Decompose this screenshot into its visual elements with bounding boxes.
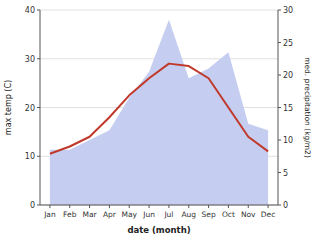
x-tick <box>208 205 209 208</box>
x-tick-label: Oct <box>222 210 235 219</box>
y2-tick <box>278 107 281 108</box>
x-tick <box>109 205 110 208</box>
x-tick-label: Nov <box>241 210 256 219</box>
y-tick <box>37 10 40 11</box>
y2-tick-label: 0 <box>283 201 288 210</box>
y-tick-label: 10 <box>25 152 35 161</box>
grid-line <box>40 205 278 206</box>
chart: 0 10 20 30 40 0 5 10 15 20 25 30 Jan Feb Mar Apr May Jun J… <box>0 0 318 247</box>
x-tick <box>89 205 90 208</box>
x-tick <box>268 205 269 208</box>
y-tick <box>37 58 40 59</box>
x-tick-label: Apr <box>103 210 117 219</box>
temp-line <box>50 64 268 154</box>
x-tick-label: May <box>121 210 137 219</box>
y2-tick <box>278 205 281 206</box>
x-tick-label: Dec <box>261 210 276 219</box>
x-tick <box>129 205 130 208</box>
y2-tick <box>278 42 281 43</box>
y2-tick-label: 10 <box>283 136 293 145</box>
x-axis-label: date (month) <box>127 225 190 235</box>
x-tick-label: Aug <box>181 210 196 219</box>
x-tick-label: Jun <box>142 210 155 219</box>
y2-tick-label: 15 <box>283 104 293 113</box>
precip-area <box>50 20 268 205</box>
y2-tick-label: 25 <box>283 39 293 48</box>
grid-line <box>40 10 278 11</box>
y2-tick-label: 20 <box>283 71 293 80</box>
y2-tick-label: 30 <box>283 6 293 15</box>
y2-tick <box>278 172 281 173</box>
y-tick <box>37 107 40 108</box>
y-tick-label: 30 <box>25 55 35 64</box>
axes: 0 10 20 30 40 0 5 10 15 20 25 30 Jan Feb Mar Apr May Jun J… <box>25 6 293 219</box>
x-tick-label: Mar <box>83 210 98 219</box>
x-tick <box>188 205 189 208</box>
x-tick <box>69 205 70 208</box>
plot-data <box>50 20 268 205</box>
grid <box>40 10 278 205</box>
y2-tick <box>278 75 281 76</box>
x-tick <box>149 205 150 208</box>
y-tick <box>37 205 40 206</box>
y2-tick-label: 5 <box>283 169 288 178</box>
y-tick-label: 20 <box>25 104 35 113</box>
x-tick <box>228 205 229 208</box>
y2-axis-label: med. precipitation (kg/m2) <box>303 57 312 158</box>
chart-container: 0 10 20 30 40 0 5 10 15 20 25 30 Jan Feb Mar Apr May Jun J… <box>0 0 318 247</box>
x-tick-label: Jul <box>163 210 173 219</box>
x-tick <box>248 205 249 208</box>
x-tick <box>49 205 50 208</box>
x-tick <box>168 205 169 208</box>
y2-tick <box>278 140 281 141</box>
y2-tick <box>278 10 281 11</box>
y-axis-label: max temp (C) <box>4 80 13 135</box>
x-tick-label: Jan <box>43 210 56 219</box>
x-axis-line <box>40 205 278 206</box>
x-tick-label: Feb <box>63 210 77 219</box>
y-tick <box>37 156 40 157</box>
y-tick-label: 0 <box>30 201 35 210</box>
y-tick-label: 40 <box>25 6 35 15</box>
x-tick-label: Sep <box>202 210 216 219</box>
